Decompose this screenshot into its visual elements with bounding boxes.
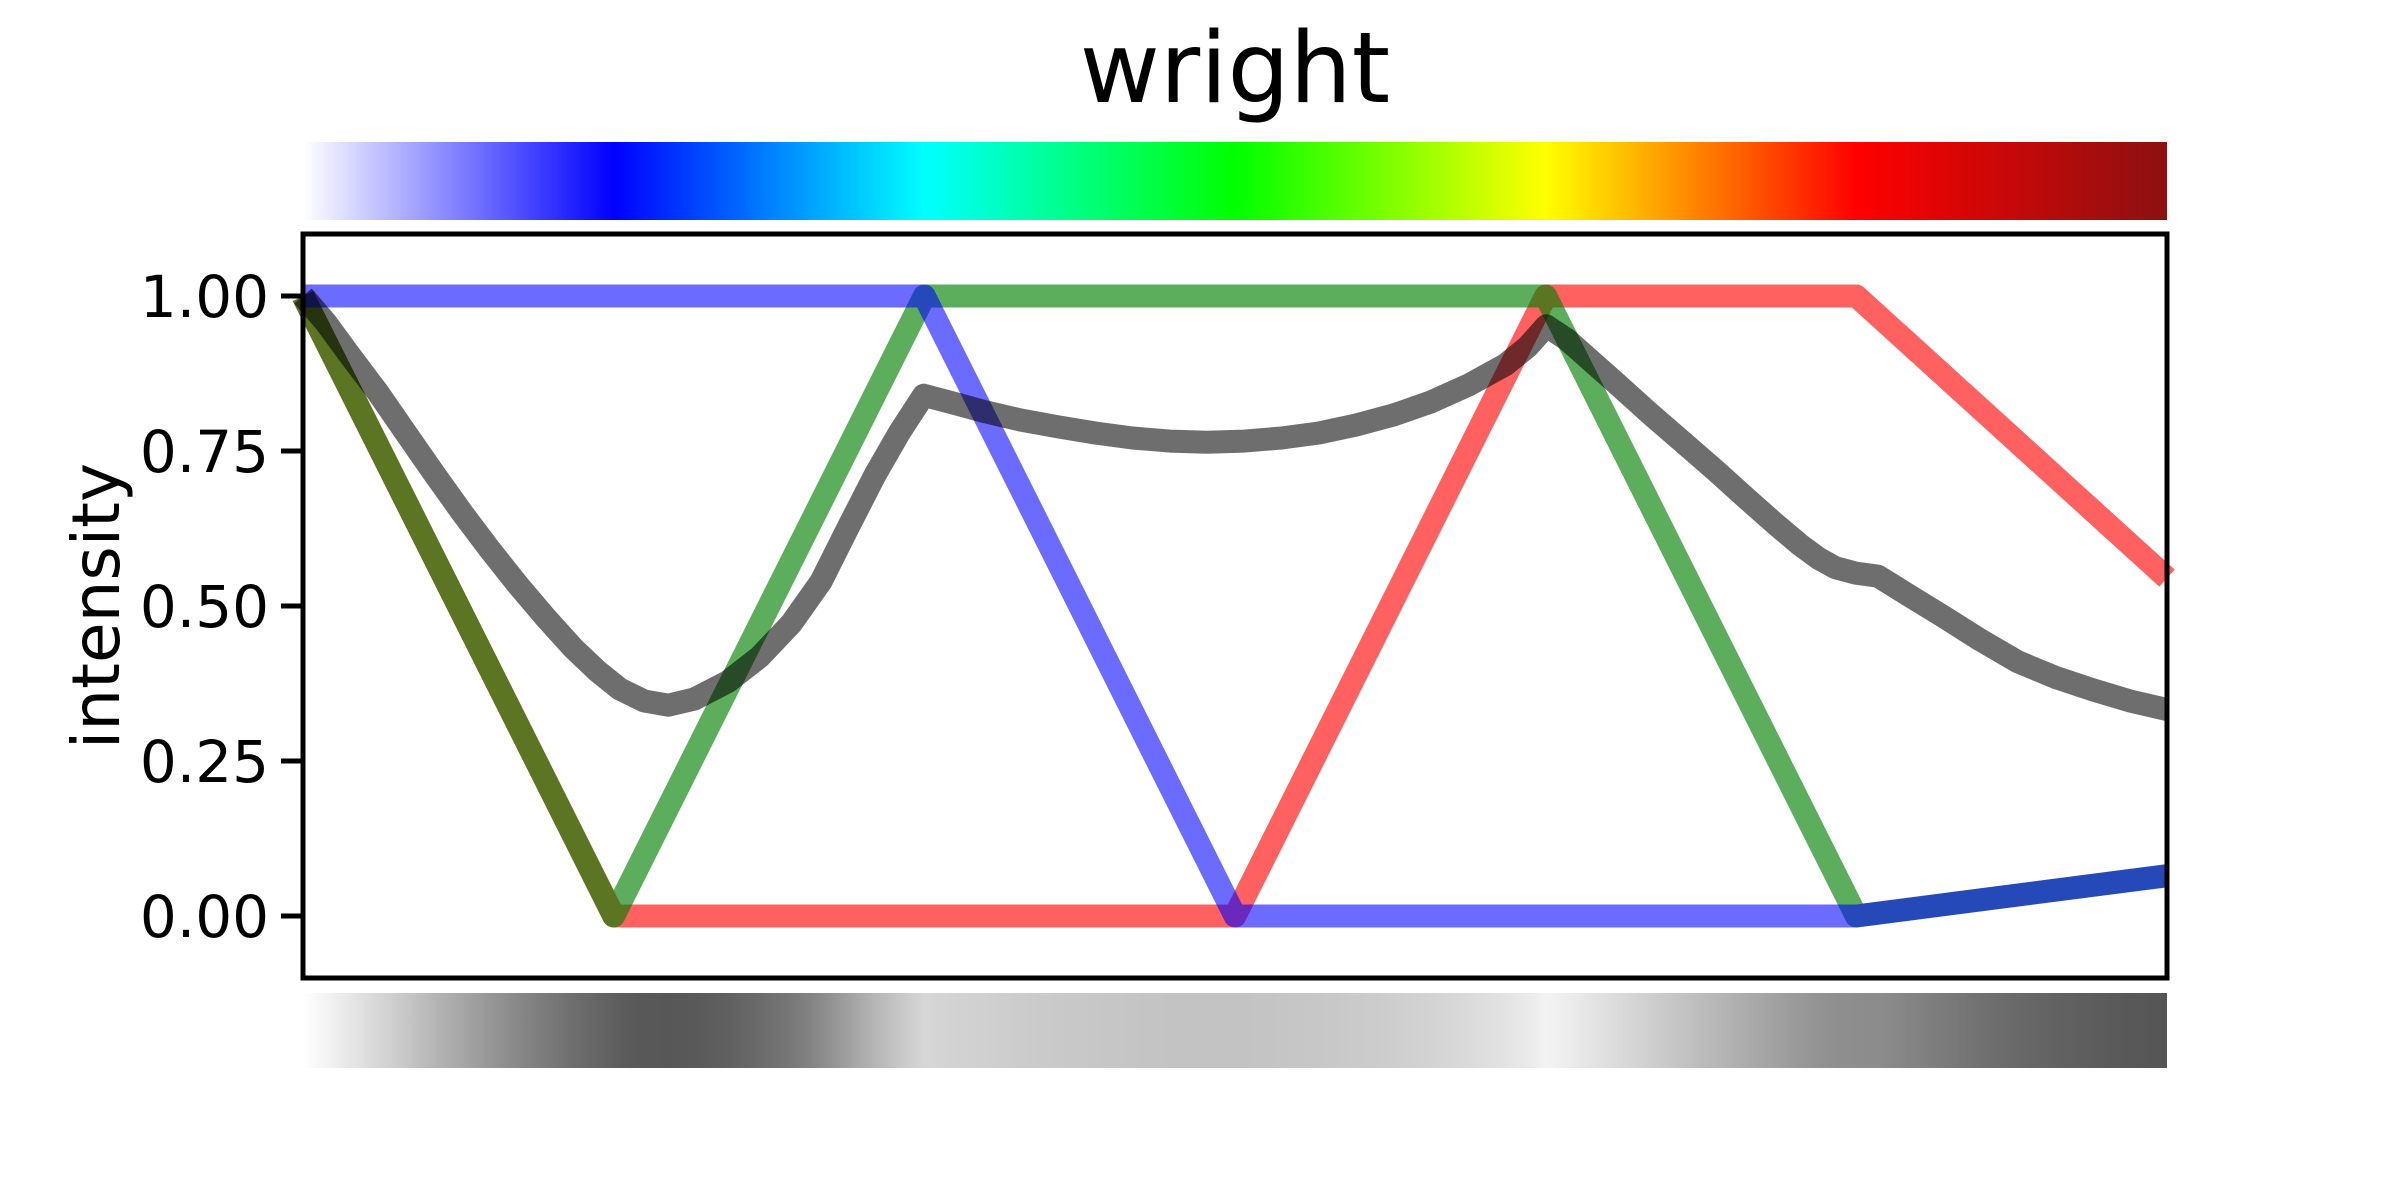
blue-channel-line (303, 284, 2169, 928)
grayscale-bar (303, 993, 2167, 1068)
y-axis-ticks: 0.00 0.25 0.50 0.75 1.00 (140, 263, 303, 951)
colormap-bar (303, 142, 2167, 220)
chart-title: wright (1079, 12, 1391, 126)
y-tick-label: 0.25 (140, 728, 269, 796)
y-tick-label: 0.00 (140, 883, 269, 951)
y-tick-label: 1.00 (140, 263, 269, 331)
y-tick-label: 0.50 (140, 573, 269, 641)
y-tick-label: 0.75 (140, 418, 269, 486)
axes-background (303, 234, 2167, 978)
lightness-line (294, 288, 2170, 721)
